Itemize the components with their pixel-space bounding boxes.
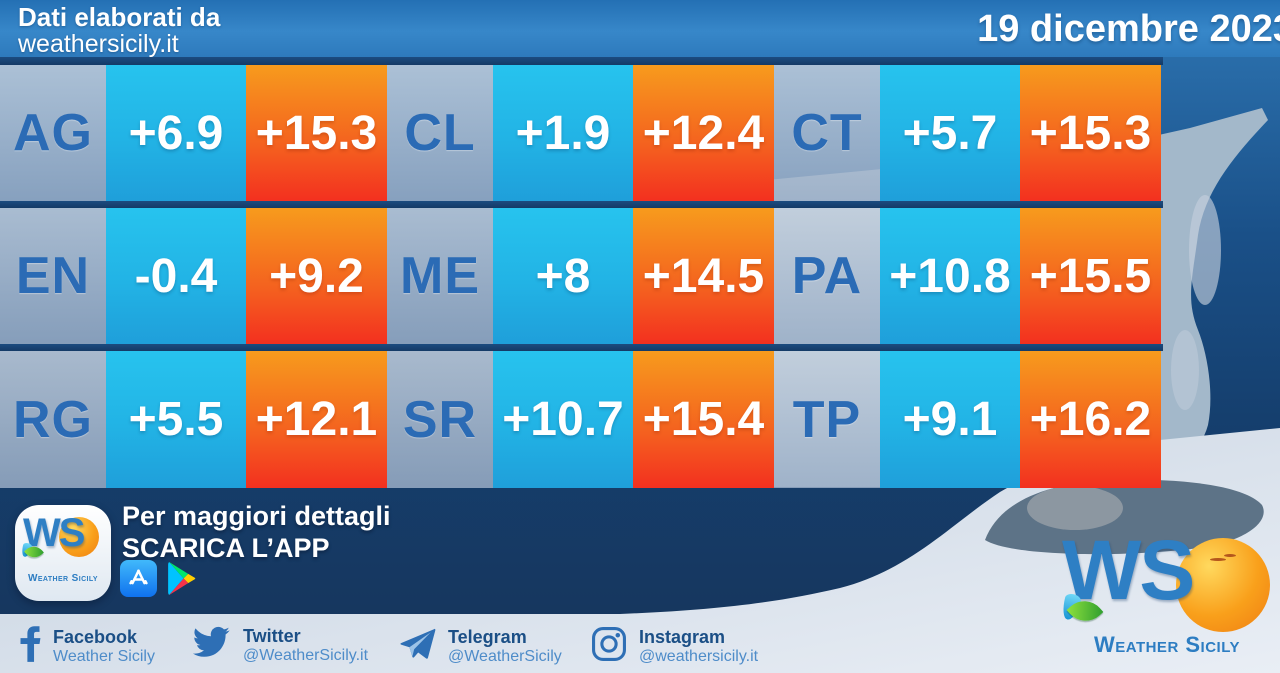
temp-min-sr: +10.7 xyxy=(493,351,633,488)
app-store-icon[interactable] xyxy=(120,560,157,602)
telegram-link[interactable]: Telegram @WeatherSicily xyxy=(397,625,562,668)
temp-min-ag: +6.9 xyxy=(106,65,246,201)
temp-min-pa: +10.8 xyxy=(880,208,1020,344)
temp-max-sr: +15.4 xyxy=(633,351,774,488)
social-handle: @WeatherSicily xyxy=(448,647,562,665)
province-cell-rg: RG xyxy=(0,351,106,488)
temp-min-ct: +5.7 xyxy=(880,65,1020,201)
province-cell-pa: PA xyxy=(774,208,880,344)
province-cell-en: EN xyxy=(0,208,106,344)
province-cell-sr: SR xyxy=(387,351,493,488)
ws-sun-icon xyxy=(59,517,99,557)
temp-min-en: -0.4 xyxy=(106,208,246,344)
row-separator xyxy=(0,201,1163,208)
instagram-link[interactable]: Instagram @weathersicily.it xyxy=(590,625,758,668)
twitter-link[interactable]: Twitter @WeatherSicily.it xyxy=(190,625,368,666)
promo-line-2: SCARICA L’APP xyxy=(122,532,330,563)
temp-max-ct: +15.3 xyxy=(1020,65,1161,201)
date-label: 19 dicembre 2023 xyxy=(977,8,1280,50)
temp-max-tp: +16.2 xyxy=(1020,351,1161,488)
ws-badge-caption: Weather Sicily xyxy=(28,573,98,584)
temp-min-rg: +5.5 xyxy=(106,351,246,488)
brand-caption: Weather Sicily xyxy=(1093,632,1241,657)
temp-max-en: +9.2 xyxy=(246,208,387,344)
province-cell-cl: CL xyxy=(387,65,493,201)
temp-max-pa: +15.5 xyxy=(1020,208,1161,344)
facebook-icon xyxy=(18,625,42,668)
instagram-icon xyxy=(590,625,628,668)
province-cell-me: ME xyxy=(387,208,493,344)
ws-app-icon[interactable]: WS Weather Sicily xyxy=(15,505,111,601)
credit-line-1: Dati elaborati da xyxy=(18,2,221,32)
social-handle: @WeatherSicily.it xyxy=(243,646,369,664)
temp-max-cl: +12.4 xyxy=(633,65,774,201)
ws-sun-icon xyxy=(1176,538,1270,632)
weather-sicily-logo: WS Weather Sicily xyxy=(1058,523,1276,668)
social-network-name: Twitter xyxy=(243,626,301,647)
store-badges xyxy=(120,560,200,602)
province-cell-ct: CT xyxy=(774,65,880,201)
promo-line-1: Per maggiori dettagli xyxy=(122,501,391,531)
bird-icon xyxy=(1224,554,1236,557)
province-cell-tp: TP xyxy=(774,351,880,488)
bird-icon xyxy=(1210,558,1226,561)
facebook-link[interactable]: Facebook Weather Sicily xyxy=(18,625,155,668)
social-handle: @weathersicily.it xyxy=(639,647,759,665)
social-network-name: Instagram xyxy=(639,627,726,648)
social-handle: Weather Sicily xyxy=(53,647,155,665)
header-bar: Dati elaborati da weathersicily.it 19 di… xyxy=(0,0,1280,57)
temp-max-me: +14.5 xyxy=(633,208,774,344)
table-row: AG +6.9 +15.3 CL +1.9 +12.4 CT +5.7 +15.… xyxy=(0,65,1163,201)
data-credit: Dati elaborati da weathersicily.it xyxy=(18,2,221,57)
row-separator xyxy=(0,344,1163,351)
app-promo-text: Per maggiori dettagli SCARICA L’APP xyxy=(122,501,391,565)
temp-max-rg: +12.1 xyxy=(246,351,387,488)
province-cell-ag: AG xyxy=(0,65,106,201)
twitter-icon xyxy=(190,625,232,666)
google-play-icon[interactable] xyxy=(163,560,200,602)
temp-min-cl: +1.9 xyxy=(493,65,633,201)
telegram-icon xyxy=(397,625,437,668)
social-network-name: Telegram xyxy=(448,627,527,648)
table-row: EN -0.4 +9.2 ME +8 +14.5 PA +10.8 +15.5 xyxy=(0,208,1163,344)
temp-min-me: +8 xyxy=(493,208,633,344)
temperature-table: AG +6.9 +15.3 CL +1.9 +12.4 CT +5.7 +15.… xyxy=(0,57,1163,488)
temp-max-ag: +15.3 xyxy=(246,65,387,201)
ws-logo-icon: WS Weather Sicily xyxy=(15,505,111,601)
social-network-name: Facebook xyxy=(53,627,138,648)
credit-line-2: weathersicily.it xyxy=(18,30,179,57)
temp-min-tp: +9.1 xyxy=(880,351,1020,488)
row-separator xyxy=(0,57,1163,65)
table-row: RG +5.5 +12.1 SR +10.7 +15.4 TP +9.1 +16… xyxy=(0,351,1163,488)
